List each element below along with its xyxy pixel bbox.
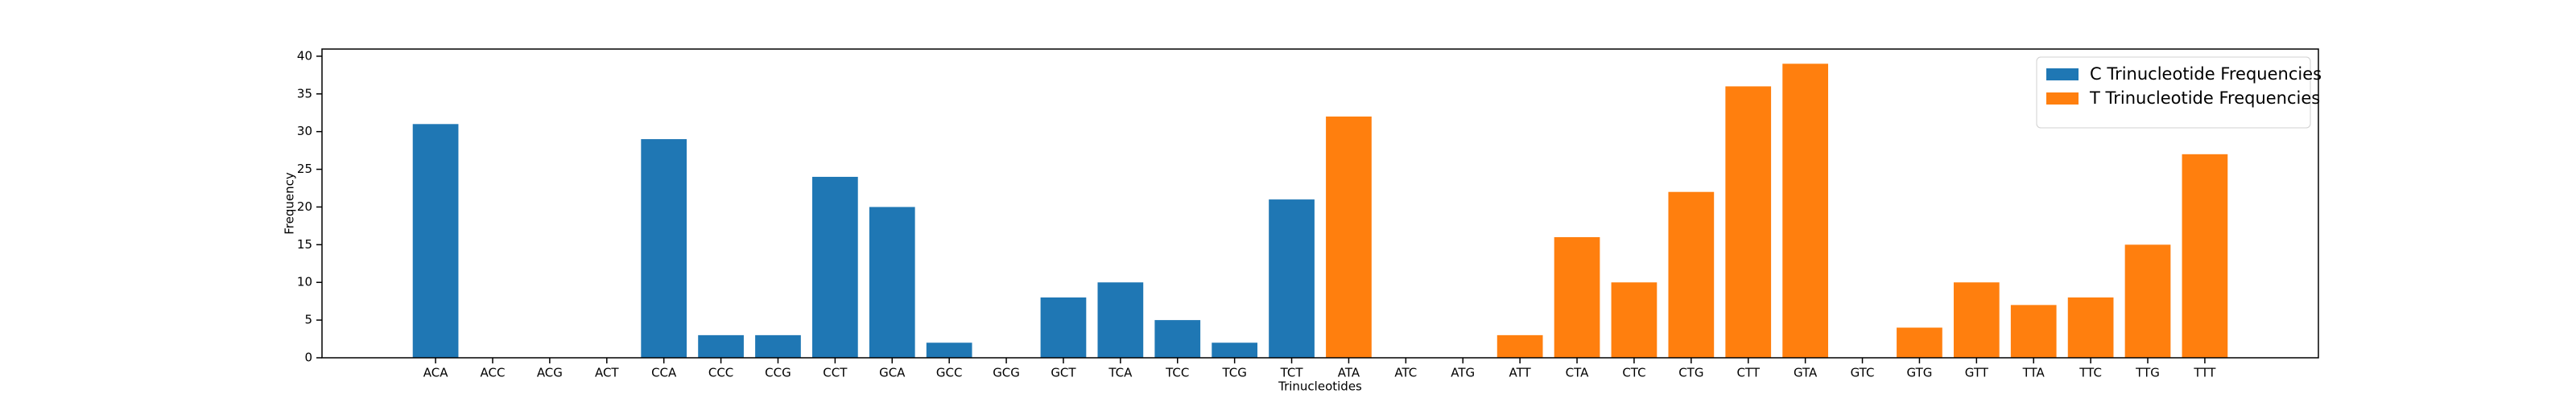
x-tick-label: TCA [1108, 366, 1133, 380]
legend-label: C Trinucleotide Frequencies [2090, 64, 2322, 84]
x-tick-label: ATT [1509, 366, 1532, 380]
x-tick-label: ATG [1451, 366, 1475, 380]
x-tick-label: GCC [936, 366, 963, 380]
y-axis-label: Frequency [283, 172, 297, 235]
x-tick-label: GTA [1794, 366, 1818, 380]
x-tick-label: ACA [423, 366, 448, 380]
bar [1782, 64, 1828, 359]
x-tick-label: GCT [1051, 366, 1076, 380]
bar [1953, 282, 2000, 358]
bar [2124, 244, 2171, 358]
x-tick-label: GTT [1965, 366, 1989, 380]
x-tick-label: GCA [879, 366, 906, 380]
x-tick-label: CCG [765, 366, 791, 380]
bar [1554, 236, 1600, 358]
bar [812, 176, 858, 358]
x-tick-label: CTA [1566, 366, 1589, 380]
x-tick-label: CTC [1622, 366, 1645, 380]
x-tick-label: ACC [481, 366, 506, 380]
x-tick-label: ATA [1338, 366, 1360, 380]
bar [1154, 320, 1201, 358]
y-tick-label: 25 [297, 162, 312, 176]
y-tick-label: 0 [304, 351, 312, 365]
bar [698, 334, 744, 358]
legend-swatch [2046, 92, 2079, 105]
x-tick-label: GTC [1851, 366, 1875, 380]
x-tick-label: TTA [2022, 366, 2046, 380]
legend-swatch [2046, 68, 2079, 80]
x-tick-label: CTG [1678, 366, 1703, 380]
y-tick-label: 20 [297, 199, 312, 214]
x-tick-label: TTT [2193, 366, 2216, 380]
bar [1725, 86, 1772, 359]
bar [755, 334, 801, 358]
bar [1496, 334, 1543, 358]
x-tick-label: CCA [651, 366, 677, 380]
bar [1097, 282, 1144, 358]
bar [1040, 297, 1087, 358]
plot-frame [321, 48, 2319, 359]
x-tick-label: TCG [1221, 366, 1246, 380]
bar [1326, 116, 1372, 358]
x-tick-label: ACT [595, 366, 619, 380]
x-tick-label: CCC [708, 366, 733, 380]
x-tick-label: TCC [1165, 366, 1189, 380]
x-tick-label: TTG [2135, 366, 2160, 380]
y-tick-label: 10 [297, 275, 312, 289]
bar [2182, 154, 2228, 358]
x-tick-label: ACG [537, 366, 563, 380]
bar [869, 207, 915, 358]
x-tick-label: TTC [2079, 366, 2102, 380]
bar [1897, 327, 1942, 358]
x-tick-label: GCG [993, 366, 1020, 380]
y-tick-label: 30 [297, 124, 312, 138]
y-tick-label: 15 [297, 237, 312, 252]
x-tick-label: TCT [1280, 366, 1304, 380]
x-tick-label: CCT [823, 366, 848, 380]
y-tick-label: 35 [297, 86, 312, 100]
legend-box [2036, 56, 2311, 129]
bar [1668, 191, 1715, 358]
y-tick-label: 40 [297, 48, 312, 63]
x-tick-label: GTG [1906, 366, 1932, 380]
x-tick-label: ATC [1394, 366, 1417, 380]
bar [2067, 297, 2114, 358]
x-axis-label: Trinucleotides [1278, 379, 1362, 394]
bar [1611, 282, 1657, 358]
bar [926, 343, 972, 358]
bar [412, 124, 459, 359]
bar [2010, 305, 2057, 358]
legend-label: T Trinucleotide Frequencies [2089, 88, 2320, 108]
x-tick-label: CTT [1736, 366, 1760, 380]
bar [1212, 343, 1258, 358]
bar [1269, 199, 1315, 358]
bar [641, 139, 687, 359]
y-tick-label: 5 [304, 313, 312, 327]
